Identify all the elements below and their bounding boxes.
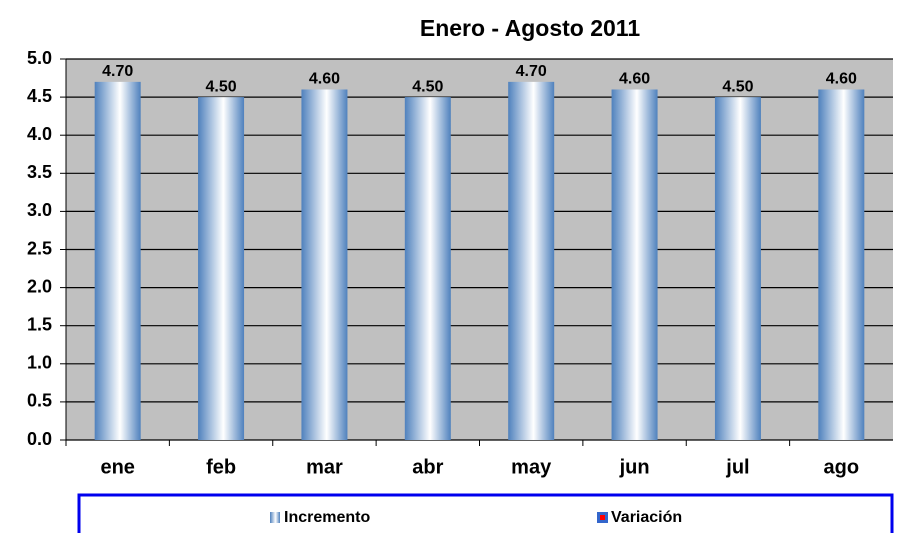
- x-tick-label: abr: [412, 456, 443, 478]
- y-tick-label: 1.5: [27, 314, 52, 334]
- bar: [404, 97, 451, 440]
- chart-title: Enero - Agosto 2011: [420, 15, 640, 41]
- data-label: 4.50: [205, 78, 236, 95]
- y-tick-label: 0.0: [27, 429, 52, 449]
- bar: [198, 97, 245, 440]
- bar: [508, 81, 555, 441]
- data-label: 4.60: [826, 71, 857, 88]
- legend-swatch: [270, 512, 280, 523]
- x-tick-label: may: [511, 456, 552, 478]
- y-tick-label: 4.5: [27, 86, 52, 106]
- legend-box: [77, 493, 894, 533]
- y-tick-label: 3.5: [27, 162, 52, 182]
- legend-label: Incremento: [284, 509, 370, 526]
- x-tick-label: feb: [206, 456, 236, 478]
- legend-marker: [600, 515, 605, 520]
- x-tick-label: jun: [619, 456, 650, 478]
- bar: [94, 81, 141, 441]
- y-tick-label: 2.0: [27, 276, 52, 296]
- bar: [611, 89, 658, 440]
- x-tick-label: jul: [725, 456, 749, 478]
- bar: [301, 89, 348, 440]
- y-tick-label: 0.5: [27, 391, 52, 411]
- legend-label: Variación: [611, 509, 682, 526]
- y-tick-label: 1.0: [27, 353, 52, 373]
- x-tick-label: ago: [824, 456, 860, 478]
- data-label: 4.70: [516, 63, 547, 80]
- y-tick-label: 3.0: [27, 200, 52, 220]
- x-tick-label: mar: [306, 456, 343, 478]
- data-label: 4.60: [619, 71, 650, 88]
- bar: [818, 89, 865, 440]
- y-tick-label: 2.5: [27, 238, 52, 258]
- bar: [714, 97, 761, 440]
- data-label: 4.70: [102, 63, 133, 80]
- y-tick-label: 5.0: [27, 48, 52, 68]
- y-tick-label: 4.0: [27, 124, 52, 144]
- x-tick-label: ene: [100, 456, 134, 478]
- data-label: 4.50: [722, 78, 753, 95]
- data-label: 4.50: [412, 78, 443, 95]
- data-label: 4.60: [309, 71, 340, 88]
